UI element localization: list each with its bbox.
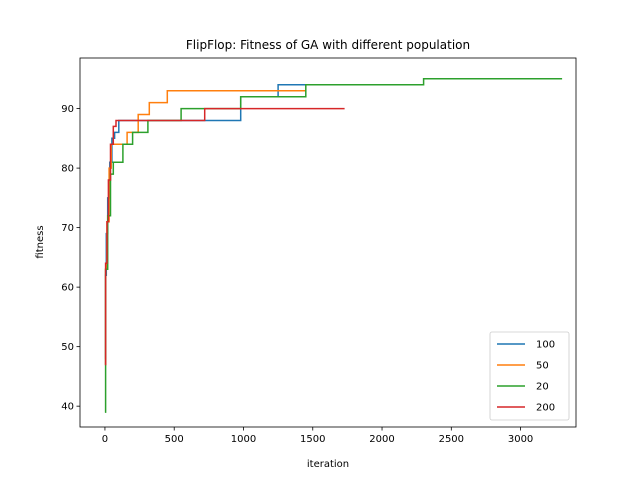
x-tick-label: 2000 [369,434,394,445]
y-axis-label: fitness [35,225,46,258]
y-tick-label: 90 [61,104,74,115]
legend: 100 50 20 200 [489,331,570,421]
legend-label-100: 100 [536,340,555,351]
x-tick-label: 2500 [439,434,464,445]
legend-label-200: 200 [536,403,555,414]
x-tick-label: 500 [165,434,184,445]
x-tick-label: 1000 [231,434,256,445]
y-tick-label: 60 [61,283,74,294]
y-tick-label: 40 [61,402,74,413]
y-tick-label: 80 [61,164,74,175]
legend-label-20: 20 [536,382,549,393]
x-tick-label: 1500 [300,434,325,445]
series-layer [104,78,563,413]
chart-title: FlipFlop: Fitness of GA with different p… [186,38,470,52]
x-axis-label: iteration [307,459,349,470]
y-tick-label: 70 [61,223,74,234]
ticks-layer: 0 500 1000 1500 2000 2500 3000 40 50 60 70 80 90 [61,104,533,445]
legend-label-50: 50 [536,361,549,372]
x-tick-label: 3000 [508,434,533,445]
y-tick-label: 50 [61,342,74,353]
series-line-200 [104,107,345,366]
x-tick-label: 0 [102,434,108,445]
plot-frame [79,57,577,428]
legend-box [489,331,570,421]
